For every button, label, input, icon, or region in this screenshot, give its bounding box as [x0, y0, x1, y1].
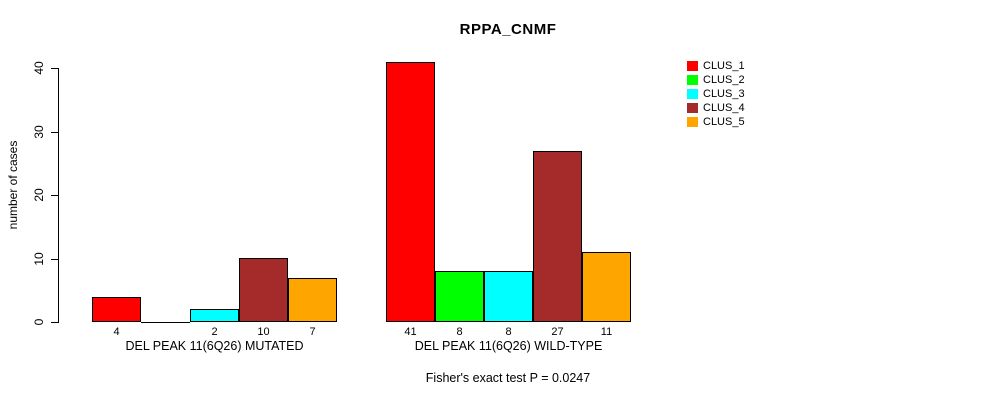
- y-tick-label: 20: [32, 188, 46, 202]
- bar-value-label: 8: [456, 326, 463, 338]
- bar-value-label: 2: [211, 326, 218, 338]
- legend: CLUS_1 CLUS_2 CLUS_3 CLUS_4 CLUS_5: [687, 59, 745, 129]
- bar-value-label: 11: [600, 326, 613, 338]
- y-tick-mark: [51, 68, 58, 69]
- chart-title: RPPA_CNMF: [459, 21, 557, 38]
- bar-clus_3: [484, 271, 533, 322]
- y-tick-label: 30: [32, 124, 46, 139]
- bar-clus_1: [386, 62, 435, 322]
- y-tick-label: 0: [32, 318, 46, 326]
- bar-clus_4: [239, 258, 288, 322]
- group-label: DEL PEAK 11(6Q26) MUTATED: [125, 339, 304, 353]
- y-tick-mark: [51, 131, 58, 133]
- bar-clus_3: [190, 309, 239, 322]
- legend-swatch: [687, 117, 698, 127]
- bar-value-label: 10: [257, 326, 270, 338]
- legend-item: CLUS_2: [687, 73, 745, 87]
- y-axis-line: [58, 68, 59, 323]
- legend-label: CLUS_1: [703, 60, 745, 72]
- bar-value-label: 7: [309, 326, 316, 338]
- legend-swatch: [687, 89, 698, 99]
- y-tick-label: 40: [32, 61, 46, 75]
- bar-value-label: 41: [404, 326, 417, 338]
- legend-label: CLUS_4: [703, 102, 745, 114]
- bar-clus_2-zero: [141, 322, 190, 323]
- bar-clus_1: [92, 297, 141, 322]
- y-tick-mark: [51, 258, 58, 260]
- y-tick-mark: [51, 195, 58, 196]
- legend-swatch: [687, 103, 698, 113]
- legend-item: CLUS_1: [687, 59, 745, 73]
- y-tick-label: 10: [32, 251, 46, 266]
- bar-value-label: 27: [551, 326, 564, 338]
- legend-item: CLUS_5: [687, 115, 745, 129]
- y-axis-label: number of cases: [6, 140, 20, 230]
- bar-clus_5: [288, 278, 337, 322]
- legend-item: CLUS_4: [687, 101, 745, 115]
- bar-value-label: 4: [113, 326, 120, 338]
- bar-clus_2: [435, 271, 484, 322]
- legend-swatch: [687, 61, 698, 71]
- legend-label: CLUS_2: [703, 74, 745, 86]
- legend-item: CLUS_3: [687, 87, 745, 101]
- legend-label: CLUS_3: [703, 88, 745, 100]
- y-tick-mark: [51, 322, 58, 323]
- legend-swatch: [687, 75, 698, 85]
- fisher-test-annotation: Fisher's exact test P = 0.0247: [425, 371, 591, 385]
- bar-value-label: 8: [505, 326, 512, 338]
- bar-clus_5: [582, 252, 631, 322]
- bar-clus_4: [533, 151, 582, 322]
- legend-label: CLUS_5: [703, 116, 745, 128]
- group-label: DEL PEAK 11(6Q26) WILD-TYPE: [414, 339, 603, 353]
